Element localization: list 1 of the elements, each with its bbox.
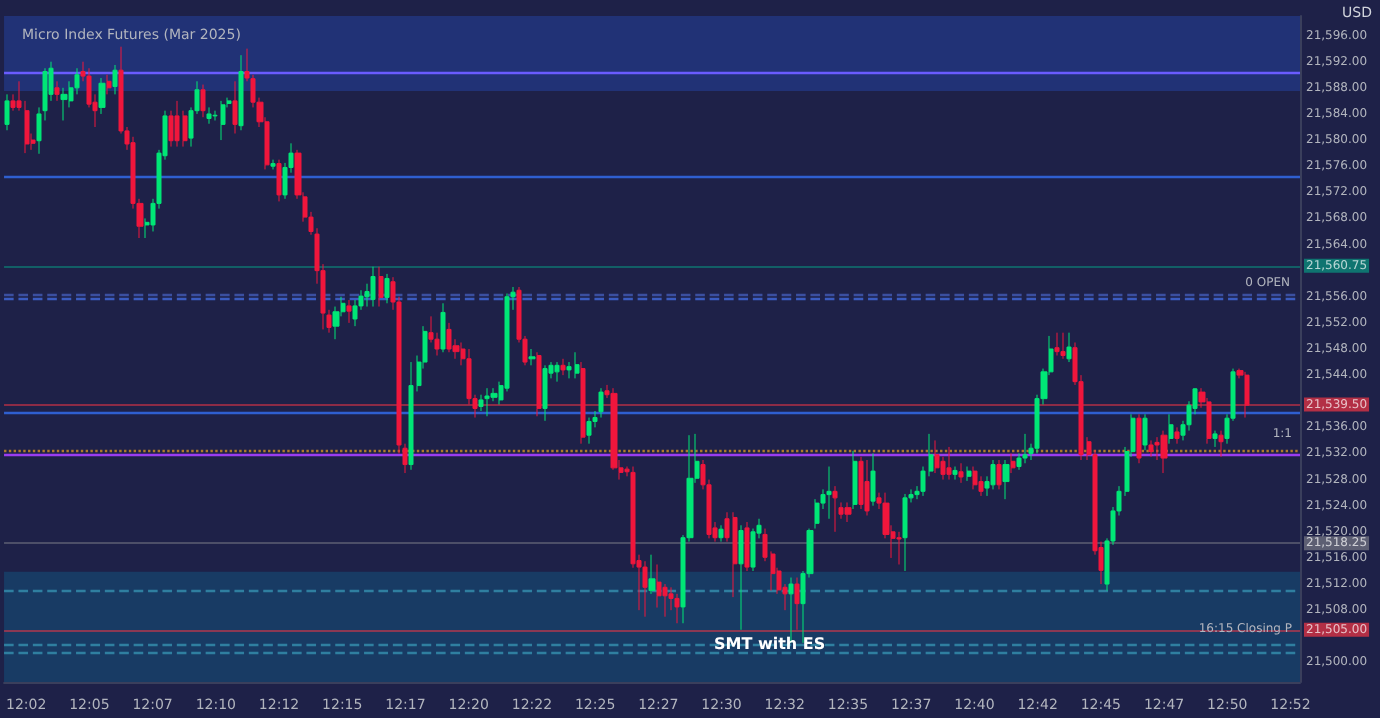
annotation: SMT with ES <box>714 635 826 653</box>
